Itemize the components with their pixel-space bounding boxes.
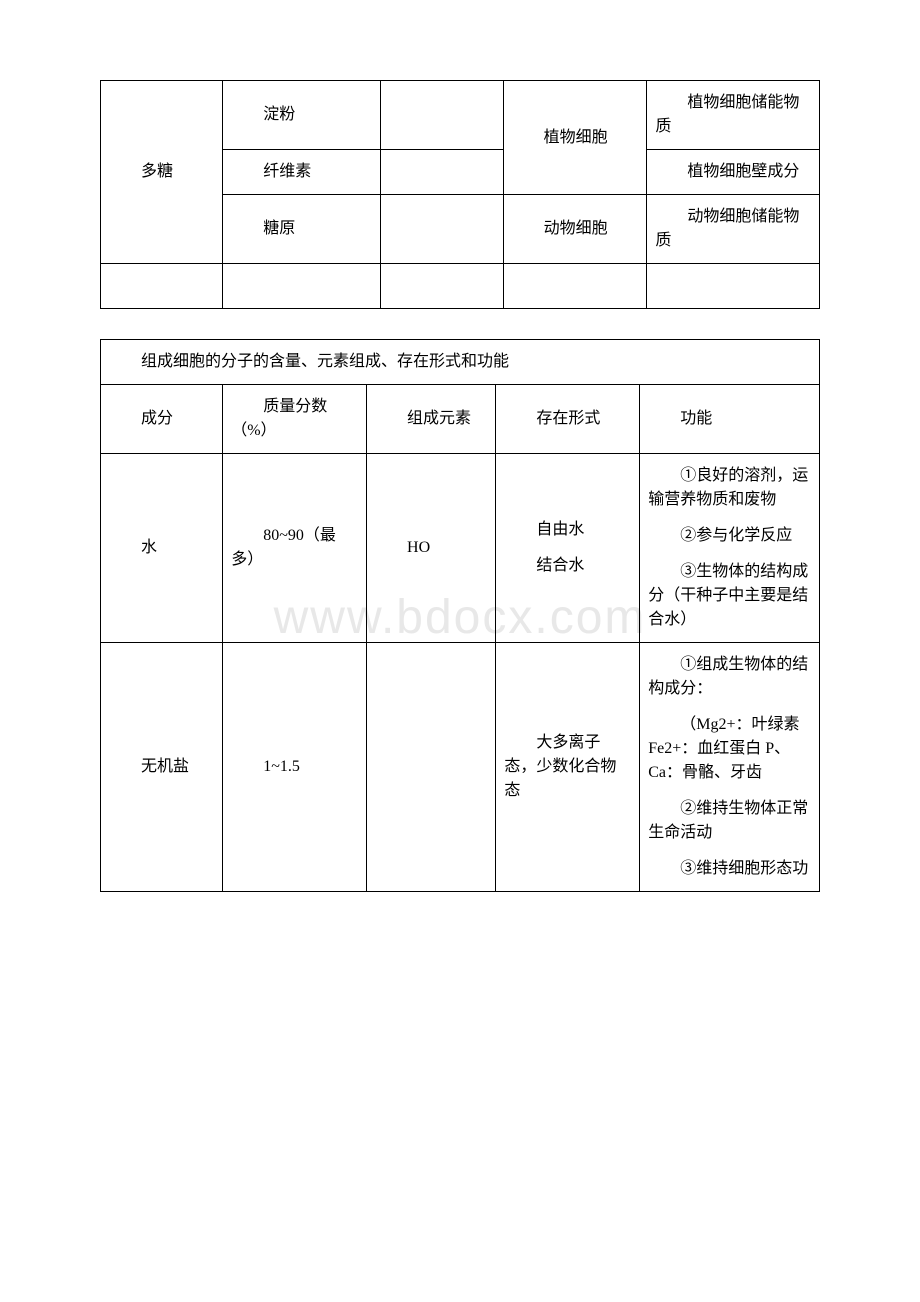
cell-plant-storage: 植物细胞储能物质: [647, 81, 820, 150]
para: 自由水: [504, 518, 631, 542]
cell-empty: [101, 264, 223, 309]
table-row-header: 成分 质量分数（%） 组成元素 存在形式 功能: [101, 385, 820, 454]
cell-animal-cell: 动物细胞: [503, 195, 647, 264]
header-form: 存在形式: [496, 385, 640, 454]
header-component: 成分: [101, 385, 223, 454]
header-mass: 质量分数（%）: [223, 385, 367, 454]
para: ③维持细胞形态功: [648, 857, 811, 881]
cell-wall: 植物细胞壁成分: [647, 150, 820, 195]
table-polysaccharide: 多糖 淀粉 植物细胞 植物细胞储能物质 纤维素 植物细胞壁成分 糖原 动物细胞 …: [100, 80, 820, 309]
cell-salt-elements: [367, 643, 496, 892]
header-elements: 组成元素: [367, 385, 496, 454]
cell-empty: [647, 264, 820, 309]
cell-polysaccharide: 多糖: [101, 81, 223, 264]
cell-salt-mass: 1~1.5: [223, 643, 367, 892]
para: ②维持生物体正常生命活动: [648, 797, 811, 845]
para: （Mg2+：叶绿素 Fe2+：血红蛋白 P、Ca：骨骼、牙齿: [648, 713, 811, 785]
cell-cellulose: 纤维素: [223, 150, 381, 195]
page-content: 多糖 淀粉 植物细胞 植物细胞储能物质 纤维素 植物细胞壁成分 糖原 动物细胞 …: [100, 80, 820, 892]
cell-empty: [381, 195, 503, 264]
cell-water-elements: HO: [367, 454, 496, 643]
cell-water-form: 自由水 结合水: [496, 454, 640, 643]
cell-animal-storage: 动物细胞储能物质: [647, 195, 820, 264]
table-cell-molecules: 组成细胞的分子的含量、元素组成、存在形式和功能 成分 质量分数（%） 组成元素 …: [100, 339, 820, 892]
cell-salt: 无机盐: [101, 643, 223, 892]
cell-empty: [381, 264, 503, 309]
table-row-empty: [101, 264, 820, 309]
cell-empty: [223, 264, 381, 309]
table-title: 组成细胞的分子的含量、元素组成、存在形式和功能: [101, 340, 820, 385]
cell-plant-cell: 植物细胞: [503, 81, 647, 195]
cell-glycogen: 糖原: [223, 195, 381, 264]
table-row: 多糖 淀粉 植物细胞 植物细胞储能物质: [101, 81, 820, 150]
cell-empty: [503, 264, 647, 309]
cell-salt-function: ①组成生物体的结构成分： （Mg2+：叶绿素 Fe2+：血红蛋白 P、Ca：骨骼…: [640, 643, 820, 892]
para: ②参与化学反应: [648, 524, 811, 548]
table-row: 无机盐 1~1.5 大多离子态，少数化合物态 ①组成生物体的结构成分： （Mg2…: [101, 643, 820, 892]
header-function: 功能: [640, 385, 820, 454]
cell-empty: [381, 81, 503, 150]
para: ①良好的溶剂，运输营养物质和废物: [648, 464, 811, 512]
para: ①组成生物体的结构成分：: [648, 653, 811, 701]
table-row-title: 组成细胞的分子的含量、元素组成、存在形式和功能: [101, 340, 820, 385]
cell-water-mass: 80~90（最多）: [223, 454, 367, 643]
cell-salt-form: 大多离子态，少数化合物态: [496, 643, 640, 892]
cell-water: 水: [101, 454, 223, 643]
para: ③生物体的结构成分（干种子中主要是结合水）: [648, 560, 811, 632]
cell-water-function: ①良好的溶剂，运输营养物质和废物 ②参与化学反应 ③生物体的结构成分（干种子中主…: [640, 454, 820, 643]
cell-empty: [381, 150, 503, 195]
table-row: 水 80~90（最多） HO 自由水 结合水 ①良好的溶剂，运输营养物质和废物 …: [101, 454, 820, 643]
para: 结合水: [504, 554, 631, 578]
cell-starch: 淀粉: [223, 81, 381, 150]
